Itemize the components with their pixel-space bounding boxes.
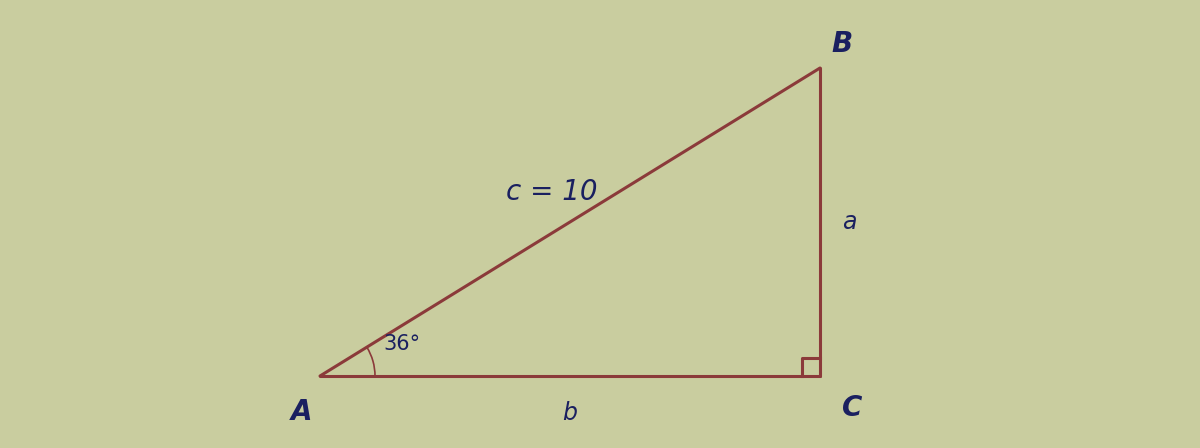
- Text: 36°: 36°: [384, 334, 420, 354]
- Text: a: a: [842, 210, 857, 234]
- Text: B: B: [832, 30, 852, 58]
- Text: b: b: [563, 401, 577, 425]
- Text: c = 10: c = 10: [506, 178, 598, 206]
- Text: A: A: [292, 398, 313, 426]
- Text: C: C: [842, 394, 863, 422]
